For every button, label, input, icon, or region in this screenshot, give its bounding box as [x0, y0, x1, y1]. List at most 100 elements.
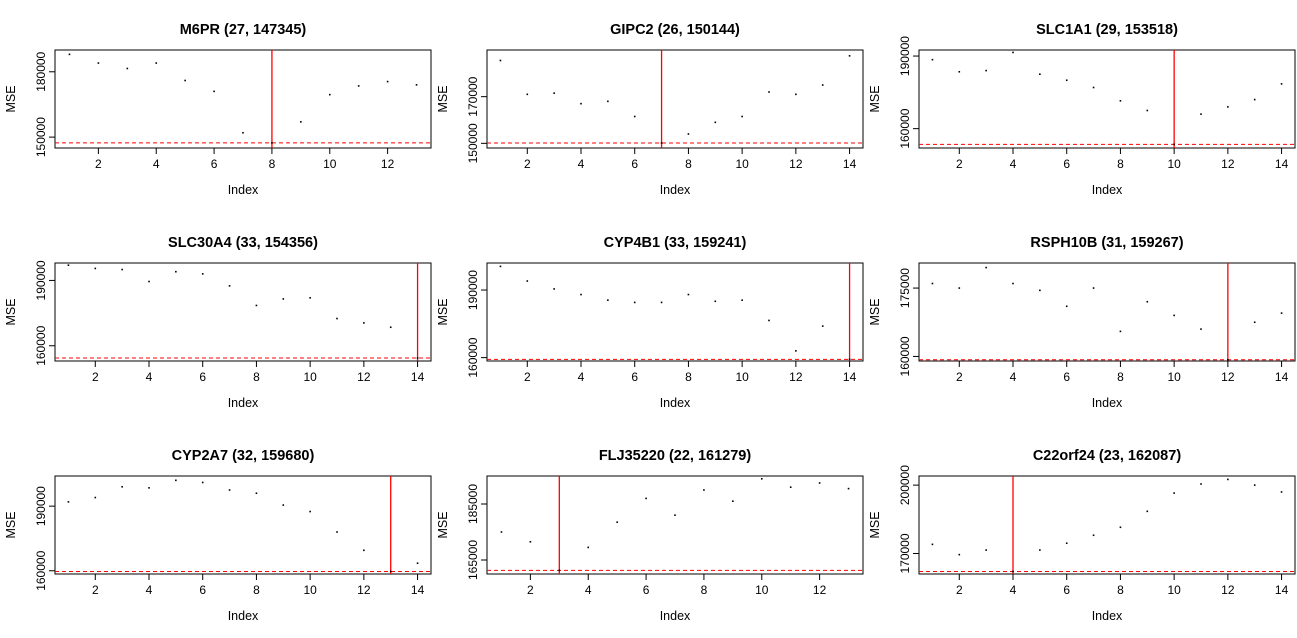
- x-tick-label: 2: [956, 370, 963, 384]
- y-tick-label: 160000: [466, 337, 480, 377]
- data-point: [309, 510, 311, 513]
- data-point: [363, 322, 365, 324]
- data-point: [1012, 51, 1014, 54]
- x-tick-label: 12: [381, 157, 395, 171]
- x-tick-label: 6: [643, 583, 650, 597]
- x-tick-label: 8: [253, 583, 260, 597]
- x-tick-label: 12: [813, 583, 827, 597]
- data-point: [1039, 549, 1041, 551]
- data-point: [94, 267, 97, 270]
- plot-frame: [54, 49, 432, 149]
- x-tick-label: 12: [789, 370, 803, 384]
- data-point: [714, 121, 717, 124]
- y-axis-label: MSE: [868, 85, 882, 112]
- chart-panel: RSPH10B (31, 159267) 2 4 6 8 10 12 14 160000 1750…: [868, 235, 1296, 410]
- x-tick-label: 4: [578, 157, 585, 171]
- data-point: [282, 504, 285, 506]
- data-point: [1092, 86, 1095, 89]
- x-axis-label: Index: [1092, 183, 1123, 197]
- chart-title: M6PR (27, 147345): [180, 22, 307, 38]
- data-point: [68, 53, 71, 56]
- chart-panel: C22orf24 (23, 162087) 2 4 6 8 10 12 14 170000 200…: [868, 448, 1296, 623]
- data-point: [616, 521, 618, 523]
- data-point: [1065, 79, 1068, 82]
- data-point: [1280, 491, 1283, 493]
- chart-title: GIPC2 (26, 150144): [610, 22, 740, 38]
- plot-frame: [54, 262, 432, 362]
- data-point: [363, 549, 365, 552]
- y-axis-label: MSE: [4, 511, 18, 538]
- data-point: [309, 297, 311, 299]
- y-tick-label: 190000: [466, 270, 480, 310]
- x-tick-label: 10: [1167, 583, 1181, 597]
- x-tick-label: 14: [1275, 370, 1289, 384]
- x-tick-label: 4: [153, 157, 160, 171]
- data-point: [148, 487, 150, 489]
- plot-frame: [918, 49, 1296, 149]
- data-point: [821, 84, 824, 86]
- data-point: [795, 93, 797, 96]
- x-tick-label: 10: [1167, 157, 1181, 171]
- x-tick-label: 14: [1275, 157, 1289, 171]
- x-tick-label: 4: [1010, 157, 1017, 171]
- chart-title: SLC1A1 (29, 153518): [1036, 22, 1178, 38]
- data-point: [529, 541, 532, 543]
- x-tick-label: 2: [92, 370, 99, 384]
- chart-panel: CYP2A7 (32, 159680) 2 4 6 8 10 12 14 160000 19000…: [4, 448, 432, 623]
- data-point: [1065, 542, 1068, 545]
- x-tick-label: 6: [631, 157, 638, 171]
- x-tick-label: 6: [199, 583, 206, 597]
- x-tick-label: 10: [323, 157, 337, 171]
- x-tick-label: 10: [735, 157, 749, 171]
- data-point: [587, 546, 590, 549]
- x-tick-label: 10: [303, 370, 317, 384]
- data-point: [500, 531, 503, 533]
- x-tick-label: 2: [95, 157, 102, 171]
- data-point: [357, 85, 360, 87]
- data-point: [126, 67, 129, 70]
- x-axis-label: Index: [660, 183, 691, 197]
- data-point: [1119, 330, 1122, 333]
- x-tick-label: 2: [92, 583, 99, 597]
- data-point: [645, 497, 647, 500]
- x-tick-label: 8: [701, 583, 708, 597]
- data-point: [67, 264, 70, 266]
- data-point: [386, 80, 389, 83]
- data-point: [1253, 321, 1256, 324]
- data-point: [821, 325, 824, 327]
- chart-panel: CYP4B1 (33, 159241) 2 4 6 8 10 12 14 160000 19000…: [436, 235, 864, 410]
- data-point: [271, 142, 273, 144]
- data-point: [847, 487, 850, 490]
- x-tick-label: 10: [735, 370, 749, 384]
- data-point: [67, 501, 70, 503]
- chart-panel: SLC1A1 (29, 153518) 2 4 6 8 10 12 14 160000 19000…: [868, 22, 1296, 197]
- x-tick-label: 4: [146, 583, 153, 597]
- data-point: [1065, 305, 1068, 308]
- y-axis-label: MSE: [436, 85, 450, 112]
- plot-frame: [486, 262, 864, 362]
- data-point: [1227, 358, 1229, 361]
- data-point: [741, 299, 743, 301]
- data-point: [526, 280, 529, 282]
- x-tick-label: 2: [527, 583, 534, 597]
- data-point: [931, 282, 934, 285]
- data-point: [1119, 100, 1122, 102]
- data-point: [1146, 109, 1149, 112]
- y-tick-label: 160000: [898, 108, 912, 148]
- x-tick-label: 4: [1010, 370, 1017, 384]
- data-point: [674, 514, 676, 516]
- plot-frame: [918, 475, 1296, 575]
- data-point: [1200, 483, 1202, 485]
- x-axis-label: Index: [660, 396, 691, 410]
- x-tick-label: 12: [357, 370, 371, 384]
- chart-title: C22orf24 (23, 162087): [1033, 448, 1181, 464]
- data-point: [213, 90, 215, 93]
- x-tick-label: 14: [843, 370, 857, 384]
- x-tick-label: 4: [1010, 583, 1017, 597]
- data-point: [201, 481, 204, 484]
- y-tick-label: 170000: [466, 76, 480, 116]
- y-tick-label: 180000: [34, 51, 48, 91]
- x-tick-label: 10: [755, 583, 769, 597]
- x-tick-label: 6: [631, 370, 638, 384]
